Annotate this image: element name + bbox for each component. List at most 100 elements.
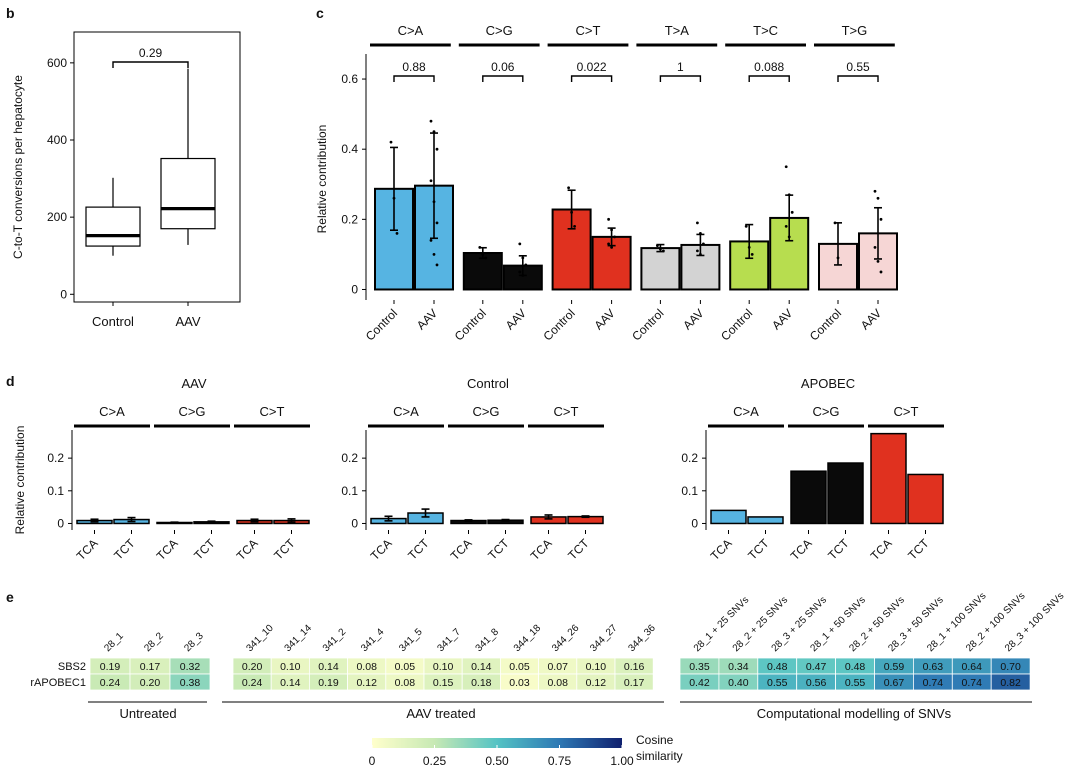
- e-colorbar: [372, 738, 622, 748]
- d-ytick-label-0-0: 0: [57, 516, 64, 530]
- d-facet-label-2-0: C>A: [733, 404, 759, 419]
- c-xtick-label-3-0: Control: [629, 306, 666, 343]
- c-point-0-1-3: [429, 179, 433, 183]
- c-facet-label-0: C>A: [398, 23, 424, 38]
- e-cell-value-2-0-5: 0.59: [884, 661, 905, 673]
- d-xtick-label-0-1-1: TCT: [191, 536, 218, 563]
- e-cell-value-2-1-0: 0.42: [689, 677, 710, 689]
- e-cell-value-2-1-5: 0.67: [884, 677, 905, 689]
- c-pvalue-5: 0.55: [846, 60, 870, 74]
- d-facet-label-1-1: C>G: [472, 404, 499, 419]
- d-xtick-label-0-1-0: TCA: [154, 536, 181, 563]
- b-ytick-label-0: 0: [60, 287, 67, 301]
- b-ytick-label-1: 200: [47, 210, 67, 224]
- e-col-label-0-2: 28_3: [182, 630, 206, 654]
- e-col-label-0-1: 28_2: [142, 630, 166, 654]
- c-point-2-1-4: [610, 245, 613, 249]
- c-xtick-label-1-0: Control: [452, 306, 489, 343]
- b-y-axis-label: C-to-T conversions per hepatocyte: [11, 75, 25, 259]
- e-cell-value-1-0-3: 0.08: [356, 661, 377, 673]
- c-point-4-0-0: [744, 224, 748, 228]
- c-significance-bracket-2: [570, 75, 613, 82]
- c-point-0-1-0: [429, 119, 433, 123]
- b-pvalue: 0.29: [139, 46, 163, 60]
- c-point-2-0-0: [567, 186, 570, 190]
- e-row-label-SBS2: SBS2: [58, 661, 86, 673]
- c-pvalue-3: 1: [677, 60, 684, 74]
- e-colorbar-label-1: 0.25: [423, 754, 447, 768]
- e-cell-value-2-1-7: 0.74: [962, 677, 983, 689]
- e-colorbar-title-line2: similarity: [636, 749, 683, 763]
- c-point-2-1-0: [607, 217, 610, 221]
- e-col-label-1-3: 341_4: [359, 626, 387, 654]
- e-colorbar-label-0: 0: [369, 754, 376, 768]
- c-facet-label-3: T>A: [665, 23, 690, 38]
- d-facet-label-0-2: C>T: [260, 404, 285, 419]
- e-cell-2-1-8: [990, 673, 1031, 691]
- d-xtick-label-2-2-1: TCT: [905, 536, 932, 563]
- e-col-label-1-5: 341_7: [435, 626, 463, 654]
- c-point-1-1-0: [518, 242, 522, 246]
- e-cell-value-1-0-4: 0.05: [395, 661, 416, 673]
- d-xtick-label-0-2-0: TCA: [234, 536, 261, 563]
- d-bar-APOBEC-C>A-0: [710, 509, 747, 525]
- e-cell-value-1-1-4: 0.08: [395, 677, 416, 689]
- d-xtick-label-1-1-1: TCT: [485, 536, 512, 563]
- d-xtick-label-2-0-1: TCT: [745, 536, 772, 563]
- e-cell-value-2-0-4: 0.48: [845, 661, 866, 673]
- c-point-0-1-2: [435, 147, 439, 151]
- e-col-label-1-2: 341_2: [321, 626, 349, 654]
- panel-label-d: d: [6, 373, 15, 389]
- e-cell-value-2-1-4: 0.55: [845, 677, 866, 689]
- e-cell-value-0-1-1: 0.20: [140, 677, 161, 689]
- e-cell-value-1-1-0: 0.24: [242, 677, 263, 689]
- c-xtick-label-0-0: Control: [363, 306, 400, 343]
- panel-label-b: b: [6, 5, 15, 21]
- e-cell-value-1-0-2: 0.14: [318, 661, 339, 673]
- e-col-label-1-1: 341_14: [283, 622, 315, 654]
- c-point-3-1-2: [702, 242, 705, 246]
- d-xtick-label-0-0-0: TCA: [74, 536, 101, 563]
- e-cell-value-2-1-1: 0.40: [728, 677, 749, 689]
- e-cell-value-0-0-0: 0.19: [100, 661, 121, 673]
- c-pvalue-0: 0.88: [402, 60, 426, 74]
- c-pvalue-2: 0.022: [577, 60, 607, 74]
- e-cell-value-1-0-0: 0.20: [242, 661, 263, 673]
- e-cell-value-2-0-1: 0.34: [728, 661, 749, 673]
- c-point-3-1-0: [696, 221, 699, 225]
- d-bar-APOBEC-C>A-1: [747, 516, 784, 525]
- c-point-3-1-3: [696, 249, 699, 253]
- e-cell-value-1-1-8: 0.08: [547, 677, 568, 689]
- panel-label-e: e: [6, 589, 14, 605]
- d-bar-APOBEC-C>G-1: [827, 462, 864, 525]
- d-xtick-label-2-1-1: TCT: [825, 536, 852, 563]
- e-cell-value-1-0-7: 0.05: [509, 661, 530, 673]
- e-cell-value-2-1-3: 0.56: [806, 677, 827, 689]
- d-facet-label-2-2: C>T: [894, 404, 919, 419]
- c-point-2-0-2: [573, 224, 576, 228]
- e-col-label-1-9: 344_27: [588, 622, 620, 654]
- c-facet-label-2: C>T: [576, 23, 601, 38]
- b-ytick-label-3: 600: [47, 56, 67, 70]
- d-y-axis-label: Relative contribution: [13, 426, 27, 535]
- c-xtick-label-2-0: Control: [540, 306, 577, 343]
- d-group-title-APOBEC: APOBEC: [801, 376, 855, 391]
- d-ytick-label-2-2: 0.2: [681, 451, 698, 465]
- e-cell-1-1-10: [614, 673, 654, 691]
- b-box-AAV: [160, 157, 216, 230]
- d-xtick-label-2-2-0: TCA: [868, 536, 895, 563]
- d-ytick-label-0-1: 0.1: [47, 484, 64, 498]
- c-point-0-0-0: [389, 140, 393, 144]
- c-xtick-label-4-0: Control: [718, 306, 755, 343]
- e-colorbar-label-3: 0.75: [548, 754, 572, 768]
- c-significance-bracket-1: [482, 75, 524, 82]
- d-group-title-AAV: AAV: [181, 376, 206, 391]
- e-cell-0-1-2: [169, 673, 211, 691]
- e-col-label-1-8: 344_26: [550, 622, 582, 654]
- e-col-label-0-0: 28_1: [102, 630, 126, 654]
- d-xtick-label-2-1-0: TCA: [788, 536, 815, 563]
- c-point-5-1-3: [873, 245, 877, 249]
- e-cell-value-2-0-2: 0.48: [767, 661, 788, 673]
- c-y-axis-label: Relative contribution: [315, 125, 329, 234]
